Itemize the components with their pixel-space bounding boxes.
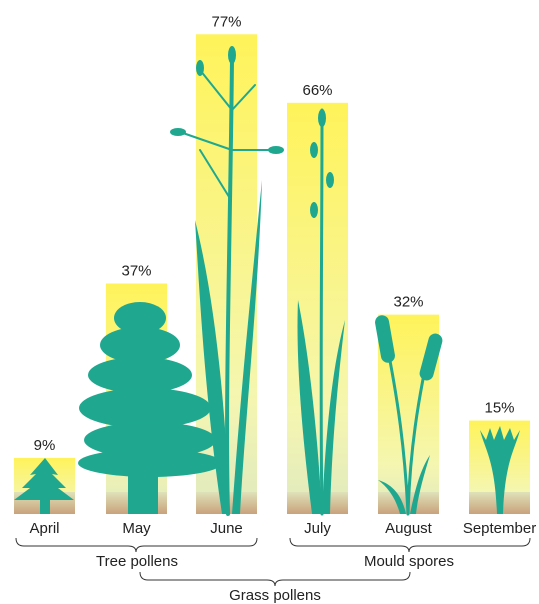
- group-bracket: [289, 537, 531, 553]
- value-label: 15%: [484, 400, 514, 417]
- illustrations: [14, 46, 520, 516]
- value-label: 32%: [393, 294, 423, 311]
- group-bracket: [15, 537, 258, 553]
- group-label: Grass pollens: [229, 587, 321, 604]
- value-label: 9%: [34, 437, 56, 454]
- bar: [287, 102, 348, 514]
- labels: 9% April 37% May 77% June 66% July 32% August 15% S…: [29, 13, 536, 537]
- x-tick-label: July: [304, 520, 331, 537]
- value-label: 77%: [211, 13, 241, 30]
- group-label: Mould spores: [364, 553, 454, 570]
- value-label: 66%: [302, 82, 332, 99]
- x-tick-label: September: [463, 520, 536, 537]
- group-bracket: [139, 571, 411, 587]
- x-tick-label: August: [385, 520, 433, 537]
- x-tick-label: April: [29, 520, 59, 537]
- value-label: 37%: [121, 262, 151, 279]
- x-tick-label: June: [210, 520, 243, 537]
- x-tick-label: May: [122, 520, 151, 537]
- group-label: Tree pollens: [96, 553, 178, 570]
